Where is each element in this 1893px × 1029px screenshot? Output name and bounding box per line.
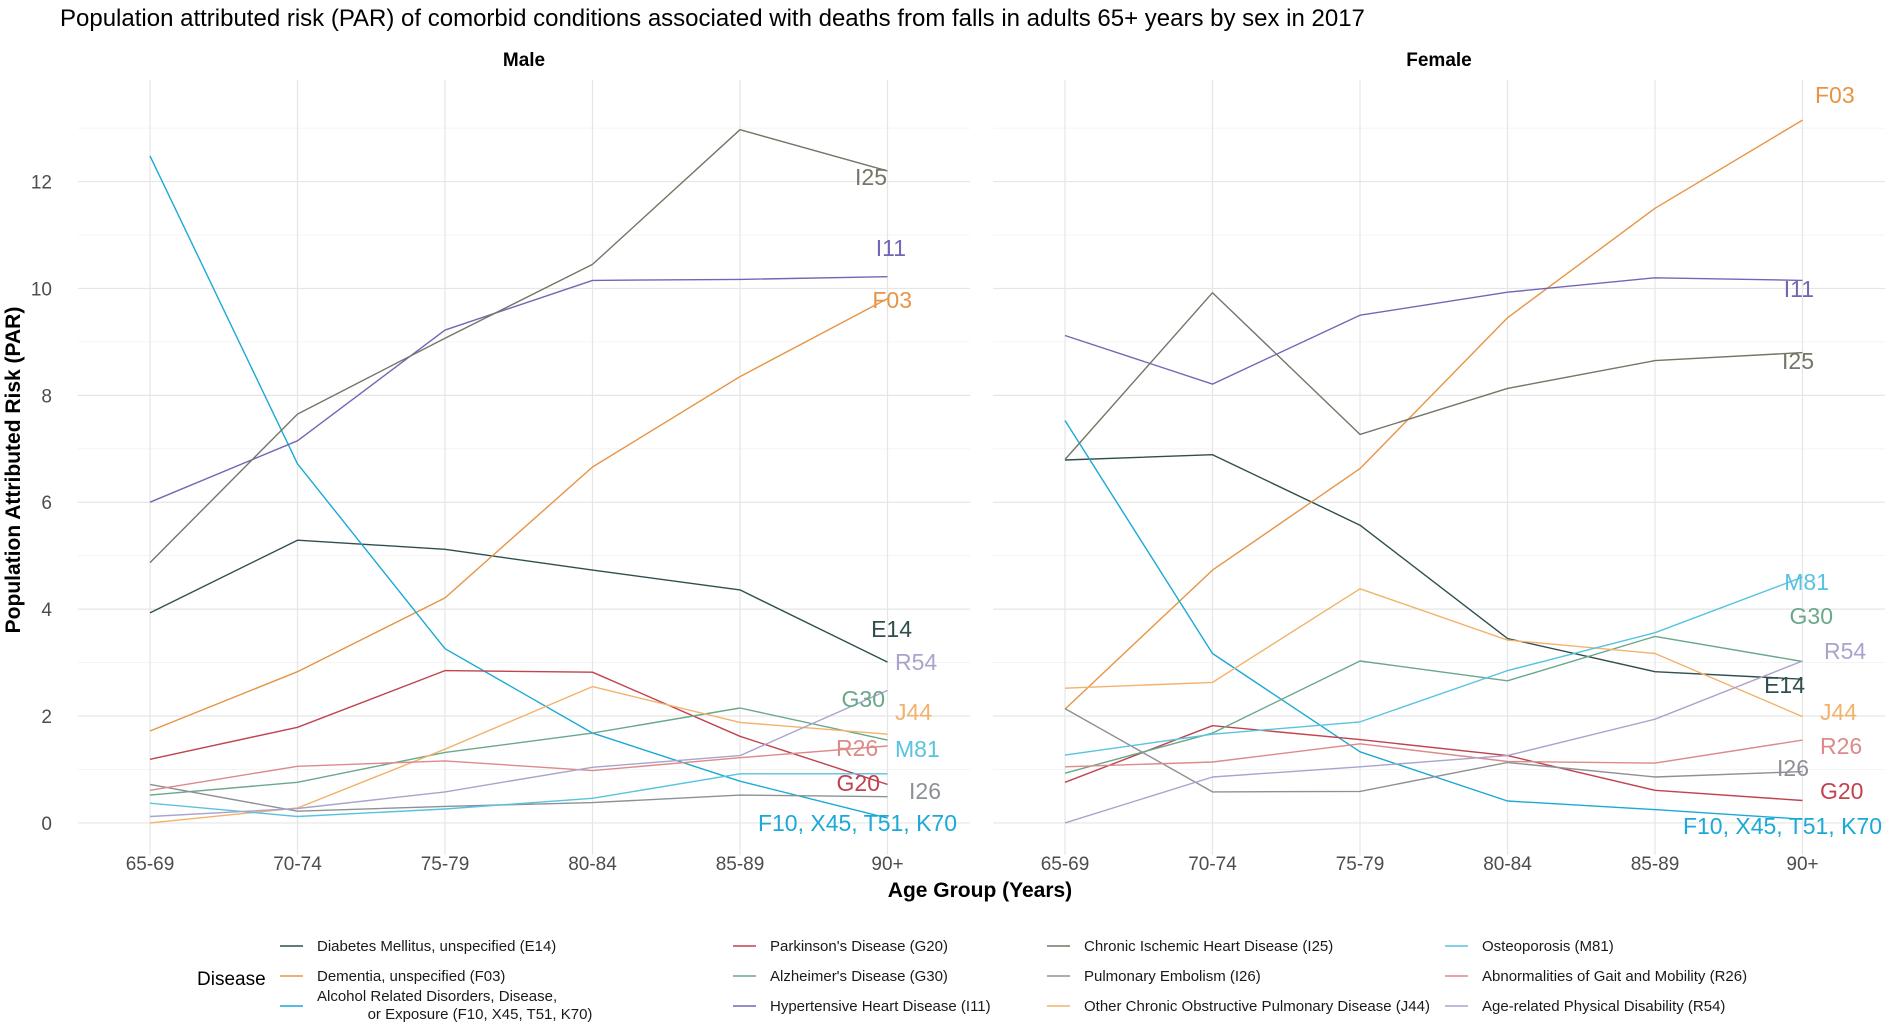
x-tick-label: 85-89 [716, 854, 765, 875]
series-line-i11 [149, 276, 888, 503]
legend-label-i25: Chronic Ischemic Heart Disease (I25) [1084, 938, 1333, 955]
series-end-label-r54: R54 [1824, 638, 1866, 664]
y-tick-label: 4 [41, 600, 52, 621]
panel-strip-label: Female [1406, 50, 1471, 71]
series-end-label-i26: I26 [909, 778, 941, 804]
series-end-label-m81: M81 [895, 736, 940, 762]
x-tick-label: 80-84 [1483, 854, 1532, 875]
series-end-label-r26: R26 [836, 735, 878, 761]
series-end-label-f10: F10, X45, T51, K70 [758, 810, 957, 836]
legend-label-f10: Alcohol Related Disorders, Disease, or Ex… [317, 988, 592, 1023]
series-end-label-f10: F10, X45, T51, K70 [1683, 813, 1882, 839]
series-end-label-r26: R26 [1820, 733, 1862, 759]
series-line-i11 [1064, 277, 1803, 385]
series-line-r54 [149, 689, 888, 818]
series-line-f10 [1064, 420, 1803, 820]
legend-label-m81: Osteoporosis (M81) [1482, 938, 1614, 955]
series-end-label-i26: I26 [1777, 755, 1809, 781]
series-line-r54 [1064, 660, 1803, 824]
x-tick-label: 90+ [1786, 854, 1818, 875]
series-line-i26 [1064, 707, 1803, 793]
y-tick-label: 0 [41, 814, 52, 835]
legend-label-e14: Diabetes Mellitus, unspecified (E14) [317, 938, 556, 955]
legend-label-i26: Pulmonary Embolism (I26) [1084, 968, 1261, 985]
legend-label-j44: Other Chronic Obstructive Pulmonary Dise… [1084, 998, 1430, 1015]
series-line-e14 [1064, 454, 1803, 680]
legend-label-g20: Parkinson's Disease (G20) [770, 938, 948, 955]
panel-male: Male 0 2 4 6 8 10 12 65-69 70-74 75-79 80-84 85-89 90… [31, 50, 970, 875]
series-end-label-i11: I11 [1784, 276, 1814, 302]
series-line-g30 [149, 707, 888, 796]
y-tick-label: 10 [31, 279, 52, 300]
panel-strip-label: Male [503, 50, 545, 71]
series-end-label-i11: I11 [876, 235, 906, 261]
x-tick-label: 75-79 [421, 854, 470, 875]
x-tick-label: 70-74 [1188, 854, 1237, 875]
series-line-f03 [1064, 119, 1803, 710]
legend-label-i11: Hypertensive Heart Disease (I11) [770, 998, 991, 1015]
x-tick-label: 70-74 [273, 854, 322, 875]
series-end-label-g30: G30 [842, 686, 885, 712]
series-end-label-f03: F03 [1815, 82, 1855, 108]
x-tick-label: 90+ [871, 854, 903, 875]
series-line-i26 [149, 783, 888, 812]
series-line-r26 [1064, 739, 1803, 768]
series-end-label-e14: E14 [871, 616, 912, 642]
series-line-f03 [149, 297, 888, 732]
y-tick-label: 12 [31, 173, 52, 194]
legend-label-f03: Dementia, unspecified (F03) [317, 968, 505, 985]
series-line-m81 [149, 773, 888, 818]
x-axis-title: Age Group (Years) [888, 879, 1072, 902]
series-line-g20 [1064, 725, 1803, 802]
y-axis-title: Population Attributed Risk (PAR) [2, 307, 25, 634]
y-tick-label: 8 [41, 386, 52, 407]
series-line-j44 [1064, 588, 1803, 718]
series-line-g20 [149, 669, 888, 786]
panel-female: Female 65-69 70-74 75-79 80-84 85-89 90+ E14 F03… [993, 50, 1885, 875]
legend: Disease Diabetes Mellitus, unspecified (… [197, 938, 1747, 1023]
legend-label-g30: Alzheimer's Disease (G30) [770, 968, 948, 985]
legend-label-r26: Abnormalities of Gait and Mobility (R26) [1482, 968, 1747, 985]
series-end-label-i25: I25 [1782, 348, 1814, 374]
series-end-label-g20: G20 [1820, 778, 1863, 804]
series-end-label-f03: F03 [872, 287, 912, 313]
series-line-i25 [149, 128, 888, 564]
series-end-label-g20: G20 [837, 770, 880, 796]
series-line-i25 [1064, 292, 1803, 460]
x-tick-label: 75-79 [1336, 854, 1385, 875]
series-end-label-j44: J44 [895, 699, 932, 725]
legend-title: Disease [197, 969, 266, 990]
x-tick-label: 85-89 [1631, 854, 1680, 875]
y-tick-label: 6 [41, 493, 52, 514]
series-line-r26 [149, 745, 888, 791]
x-tick-label: 65-69 [126, 854, 175, 875]
series-line-g30 [1064, 635, 1803, 774]
series-line-m81 [1064, 576, 1803, 756]
series-end-label-m81: M81 [1784, 569, 1829, 595]
y-tick-label: 2 [41, 707, 52, 728]
chart-title: Population attributed risk (PAR) of como… [60, 5, 1365, 32]
series-end-label-g30: G30 [1790, 603, 1833, 629]
series-end-label-e14: E14 [1764, 672, 1805, 698]
x-tick-label: 65-69 [1041, 854, 1090, 875]
series-end-label-j44: J44 [1820, 699, 1857, 725]
series-line-e14 [149, 539, 888, 663]
series-end-label-r54: R54 [895, 649, 937, 675]
series-line-f10 [149, 155, 888, 819]
x-tick-label: 80-84 [568, 854, 617, 875]
legend-label-r54: Age-related Physical Disability (R54) [1482, 998, 1725, 1015]
series-end-label-i25: I25 [855, 164, 887, 190]
